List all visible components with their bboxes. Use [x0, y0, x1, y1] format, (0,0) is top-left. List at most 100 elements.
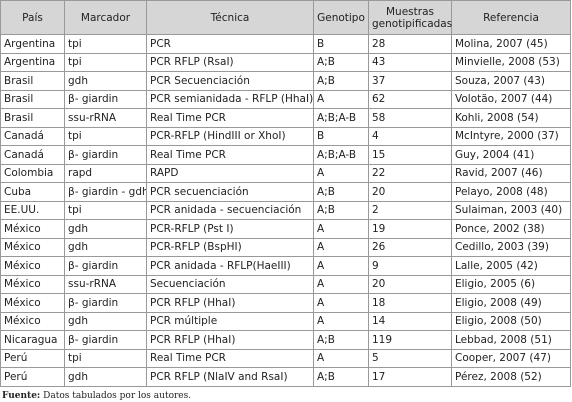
table-cell: A;B [313, 330, 369, 350]
table-cell: 4 [368, 126, 452, 146]
table-cell: 17 [368, 367, 452, 387]
table-cell: Brasil [0, 108, 65, 128]
table-cell: A;B [313, 52, 369, 72]
table-cell: ssu-rRNA [64, 108, 147, 128]
table-cell: PCR RFLP (HhaI) [146, 330, 314, 350]
table-cell: Sulaiman, 2003 (40) [451, 200, 571, 220]
table-row: Perú gdh PCR RFLP (NlaIV and RsaI) A;B 17 Pér… [0, 367, 571, 387]
table-cell: β- giardin - gdh [64, 182, 147, 202]
table-cell: Canadá [0, 126, 65, 146]
table-cell: A;B;A-B [313, 145, 369, 165]
table-cell: β- giardin [64, 145, 147, 165]
table-cell: 37 [368, 71, 452, 91]
table-row: México gdh PCR-RFLP (Pst I) A 19 Ponce, 2002 … [0, 219, 571, 239]
table-row: Colombia rapd RAPD A 22 Ravid, 2007 (46) [0, 163, 571, 183]
table-cell: Cedillo, 2003 (39) [451, 237, 571, 257]
table-cell: 19 [368, 219, 452, 239]
table-cell: gdh [64, 237, 147, 257]
table-row: Brasil gdh PCR Secuenciación A;B 37 Souza, 20… [0, 71, 571, 91]
table-cell: Cuba [0, 182, 65, 202]
table-row: Cuba β- giardin - gdh PCR secuenciación A;B… [0, 182, 571, 202]
table-cell: A [313, 89, 369, 109]
table-cell: PCR RFLP (NlaIV and RsaI) [146, 367, 314, 387]
table-cell: tpi [64, 126, 147, 146]
table-cell: Volotão, 2007 (44) [451, 89, 571, 109]
footnote-label: Fuente: [2, 390, 41, 401]
table-cell: México [0, 256, 65, 276]
table-cell: β- giardin [64, 293, 147, 313]
table-cell: 28 [368, 34, 452, 54]
table-cell: Real Time PCR [146, 348, 314, 368]
table-cell: 15 [368, 145, 452, 165]
table-cell: 20 [368, 274, 452, 294]
table-cell: McIntyre, 2000 (37) [451, 126, 571, 146]
table-cell: EE.UU. [0, 200, 65, 220]
table-cell: PCR anidada - secuenciación [146, 200, 314, 220]
table-cell: tpi [64, 34, 147, 54]
table-row: México ssu-rRNA Secuenciación A 20 Eligio, 20… [0, 274, 571, 294]
table-cell: 26 [368, 237, 452, 257]
table-cell: A;B [313, 367, 369, 387]
table-cell: Perú [0, 367, 65, 387]
data-table: País Marcador Técnica Genotipo Muestras geno… [0, 0, 571, 387]
column-header: Muestras genotipificadas [368, 0, 452, 35]
table-cell: PCR-RFLP (BspHI) [146, 237, 314, 257]
table-cell: β- giardin [64, 256, 147, 276]
table-cell: Canadá [0, 145, 65, 165]
table-cell: PCR múltiple [146, 311, 314, 331]
table-cell: Brasil [0, 89, 65, 109]
table-cell: PCR-RFLP (HindIII or XhoI) [146, 126, 314, 146]
table-cell: A;B [313, 200, 369, 220]
table-cell: Eligio, 2008 (49) [451, 293, 571, 313]
table-cell: A;B [313, 71, 369, 91]
table-body: Argentina tpi PCR B 28 Molina, 2007 (45) Argen… [0, 34, 571, 387]
table-cell: 20 [368, 182, 452, 202]
table-cell: Colombia [0, 163, 65, 183]
table-row: Nicaragua β- giardin PCR RFLP (HhaI) A;B 119… [0, 330, 571, 350]
table-cell: PCR RFLP (RsaI) [146, 52, 314, 72]
table-cell: Lalle, 2005 (42) [451, 256, 571, 276]
table-cell: Ravid, 2007 (46) [451, 163, 571, 183]
table-row: México gdh PCR-RFLP (BspHI) A 26 Cedillo, 200… [0, 237, 571, 257]
table-cell: ssu-rRNA [64, 274, 147, 294]
table-cell: A [313, 311, 369, 331]
table-cell: rapd [64, 163, 147, 183]
table-cell: A [313, 293, 369, 313]
table-cell: A [313, 348, 369, 368]
table-cell: Eligio, 2005 (6) [451, 274, 571, 294]
table-cell: A;B;A-B [313, 108, 369, 128]
table-row: Brasil β- giardin PCR semianidada - RFLP (… [0, 89, 571, 109]
table-cell: gdh [64, 219, 147, 239]
table-cell: Argentina [0, 52, 65, 72]
table-cell: gdh [64, 71, 147, 91]
table-cell: México [0, 311, 65, 331]
column-header: Técnica [146, 0, 314, 35]
table-row: Canadá tpi PCR-RFLP (HindIII or XhoI) B 4 McI… [0, 126, 571, 146]
table-cell: Kohli, 2008 (54) [451, 108, 571, 128]
table-cell: 62 [368, 89, 452, 109]
table-cell: B [313, 34, 369, 54]
table-cell: Lebbad, 2008 (51) [451, 330, 571, 350]
table-cell: Real Time PCR [146, 108, 314, 128]
table-cell: Pelayo, 2008 (48) [451, 182, 571, 202]
table-cell: 14 [368, 311, 452, 331]
table-cell: PCR [146, 34, 314, 54]
table-row: Brasil ssu-rRNA Real Time PCR A;B;A-B 58 Kohl… [0, 108, 571, 128]
footnote-text: Datos tabulados por los autores. [43, 390, 192, 401]
table-cell: tpi [64, 200, 147, 220]
table-cell: Ponce, 2002 (38) [451, 219, 571, 239]
table-cell: tpi [64, 52, 147, 72]
footnote: Fuente: Datos tabulados por los autores. [0, 391, 572, 401]
table-cell: 119 [368, 330, 452, 350]
table-cell: tpi [64, 348, 147, 368]
column-header: Genotipo [313, 0, 369, 35]
table-row: Perú tpi Real Time PCR A 5 Cooper, 2007 (47) [0, 348, 571, 368]
table-cell: 22 [368, 163, 452, 183]
table-cell: gdh [64, 311, 147, 331]
header-row: País Marcador Técnica Genotipo Muestras geno… [0, 0, 571, 35]
table-cell: Molina, 2007 (45) [451, 34, 571, 54]
table-row: México β- giardin PCR anidada - RFLP(HaeII… [0, 256, 571, 276]
table-cell: 43 [368, 52, 452, 72]
table-cell: PCR RFLP (HhaI) [146, 293, 314, 313]
